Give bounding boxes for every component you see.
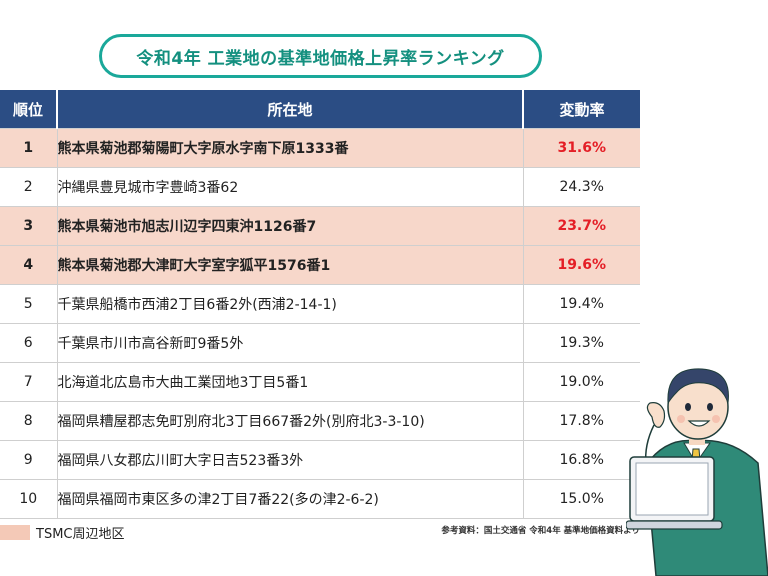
- rate-cell: 15.0%: [523, 479, 640, 519]
- location-cell: 千葉県市川市高谷新町9番5外: [57, 323, 524, 363]
- header-rate: 変動率: [523, 90, 640, 129]
- location-cell: 沖縄県豊見城市字豊崎3番62: [57, 167, 524, 207]
- header-location: 所在地: [57, 90, 524, 129]
- rate-cell: 19.4%: [523, 284, 640, 324]
- source-note: 参考資料：国土交通省 令和4年 基準地価格資料より: [441, 526, 640, 536]
- table-row: 4 熊本県菊池郡大津町大字室字狐平1576番1 19.6%: [0, 245, 640, 285]
- rank-cell: 8: [0, 401, 58, 441]
- table-row: 9 福岡県八女郡広川町大字日吉523番3外 16.8%: [0, 440, 640, 480]
- table-row: 10 福岡県福岡市東区多の津2丁目7番22(多の津2-6-2) 15.0%: [0, 479, 640, 519]
- location-cell: 熊本県菊池市旭志川辺字四東沖1126番7: [57, 206, 524, 246]
- table-row: 6 千葉県市川市高谷新町9番5外 19.3%: [0, 323, 640, 363]
- rate-cell: 17.8%: [523, 401, 640, 441]
- rank-cell: 10: [0, 479, 58, 519]
- rate-cell: 19.0%: [523, 362, 640, 402]
- rank-cell: 5: [0, 284, 58, 324]
- table-row: 3 熊本県菊池市旭志川辺字四東沖1126番7 23.7%: [0, 206, 640, 246]
- table-row: 8 福岡県糟屋郡志免町別府北3丁目667番2外(別府北3-3-10) 17.8%: [0, 401, 640, 441]
- location-cell: 熊本県菊池郡菊陽町大字原水字南下原1333番: [57, 128, 524, 168]
- rate-cell: 19.3%: [523, 323, 640, 363]
- table-row: 2 沖縄県豊見城市字豊崎3番62 24.3%: [0, 167, 640, 207]
- rate-cell: 16.8%: [523, 440, 640, 480]
- rate-cell: 19.6%: [523, 245, 640, 285]
- ranking-table: 順位 所在地 変動率 1 熊本県菊池郡菊陽町大字原水字南下原1333番 31.6…: [0, 90, 640, 519]
- location-cell: 福岡県糟屋郡志免町別府北3丁目667番2外(別府北3-3-10): [57, 401, 524, 441]
- legend-swatch: [0, 525, 30, 540]
- rank-cell: 6: [0, 323, 58, 363]
- rank-cell: 1: [0, 128, 58, 168]
- rate-cell: 31.6%: [523, 128, 640, 168]
- hair: [667, 368, 729, 405]
- table-header-row: 順位 所在地 変動率: [0, 90, 640, 129]
- businessman-illustration: [626, 368, 768, 576]
- rank-cell: 3: [0, 206, 58, 246]
- table-row: 5 千葉県船橋市西浦2丁目6番2外(西浦2-14-1) 19.4%: [0, 284, 640, 324]
- hand: [646, 402, 666, 428]
- legend-label: TSMC周辺地区: [36, 527, 125, 542]
- table-row: 7 北海道北広島市大曲工業団地3丁目5番1 19.0%: [0, 362, 640, 402]
- rate-cell: 23.7%: [523, 206, 640, 246]
- location-cell: 熊本県菊池郡大津町大字室字狐平1576番1: [57, 245, 524, 285]
- page-title: 令和4年 工業地の基準地価格上昇率ランキング: [99, 34, 542, 78]
- rank-cell: 7: [0, 362, 58, 402]
- rank-cell: 2: [0, 167, 58, 207]
- table-row: 1 熊本県菊池郡菊陽町大字原水字南下原1333番 31.6%: [0, 128, 640, 168]
- location-cell: 千葉県船橋市西浦2丁目6番2外(西浦2-14-1): [57, 284, 524, 324]
- rank-cell: 4: [0, 245, 58, 285]
- location-cell: 北海道北広島市大曲工業団地3丁目5番1: [57, 362, 524, 402]
- location-cell: 福岡県八女郡広川町大字日吉523番3外: [57, 440, 524, 480]
- header-rank: 順位: [0, 90, 58, 129]
- legend: TSMC周辺地区: [0, 523, 125, 542]
- location-cell: 福岡県福岡市東区多の津2丁目7番22(多の津2-6-2): [57, 479, 524, 519]
- rate-cell: 24.3%: [523, 167, 640, 207]
- rank-cell: 9: [0, 440, 58, 480]
